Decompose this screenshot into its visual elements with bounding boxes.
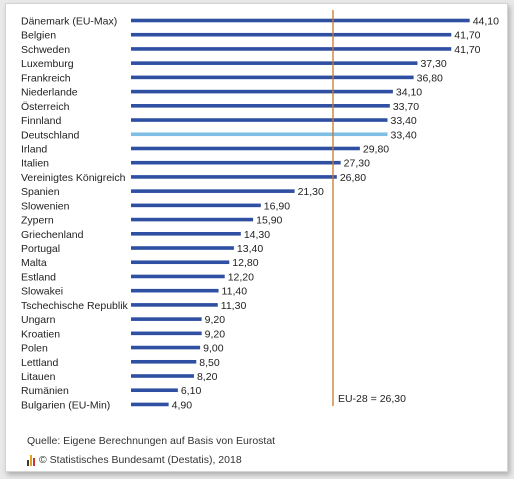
category-label: Estland	[21, 271, 56, 283]
value-label: 41,70	[454, 44, 480, 56]
bar	[131, 61, 418, 65]
category-label: Tschechische Republik	[21, 300, 129, 312]
category-label: Kroatien	[21, 328, 60, 340]
category-label: Portugal	[21, 243, 60, 255]
value-label: 33,70	[393, 101, 419, 113]
bar	[131, 274, 225, 279]
value-label: 41,70	[454, 30, 480, 42]
destatis-logo-icon	[27, 454, 35, 466]
value-label: 9,20	[205, 328, 226, 340]
category-label: Ungarn	[21, 314, 56, 326]
value-label: 12,80	[232, 257, 258, 269]
bar	[131, 402, 169, 407]
value-label: 11,40	[222, 286, 248, 298]
category-label: Zypern	[21, 215, 54, 227]
category-label: Frankreich	[21, 72, 71, 84]
bar	[131, 317, 202, 321]
copyright-line: © Statistisches Bundesamt (Destatis), 20…	[27, 454, 242, 466]
category-label: Malta	[21, 257, 47, 269]
bar	[131, 345, 201, 350]
category-label: Irland	[21, 143, 47, 155]
category-label: Griechenland	[21, 229, 84, 241]
value-label: 6,10	[181, 385, 202, 397]
bar	[131, 359, 197, 364]
category-label: Italien	[21, 158, 49, 170]
bar	[131, 18, 470, 23]
bar	[131, 331, 202, 336]
chart-card: Dänemark (EU-Max) 44,10 Belgien 41,70 Schwed…	[5, 3, 508, 472]
bar	[131, 288, 219, 293]
bar	[131, 217, 254, 222]
bar	[131, 232, 241, 236]
bar	[131, 75, 414, 80]
value-label: 13,40	[237, 243, 263, 255]
source-note: Quelle: Eigene Berechnungen auf Basis vo…	[27, 435, 276, 447]
bar	[131, 175, 337, 179]
value-label: 15,90	[256, 215, 282, 227]
category-label: Rumänien	[21, 385, 69, 397]
bar	[131, 104, 390, 108]
category-label: Vereinigtes Königreich	[21, 172, 126, 184]
value-label: 27,30	[344, 158, 370, 170]
bar	[131, 303, 218, 307]
bar-highlight	[131, 132, 388, 137]
value-label: 36,80	[417, 72, 443, 84]
value-label: 14,30	[244, 229, 270, 241]
bar	[131, 32, 452, 37]
bar	[131, 246, 234, 250]
bar	[131, 374, 194, 378]
value-label: 33,40	[391, 115, 417, 127]
category-label: Bulgarien (EU-Min)	[21, 399, 110, 411]
bar-chart: Dänemark (EU-Max) 44,10 Belgien 41,70 Schwed…	[21, 10, 499, 411]
bar	[131, 146, 360, 151]
category-label: Belgien	[21, 30, 56, 42]
value-label: 29,80	[363, 143, 389, 155]
value-label: 9,20	[205, 314, 226, 326]
value-label: 11,30	[221, 300, 247, 312]
category-label: Finnland	[21, 115, 61, 127]
category-label: Niederlande	[21, 87, 78, 99]
value-label: 34,10	[396, 87, 422, 99]
category-label: Slowenien	[21, 200, 70, 212]
bar	[131, 47, 452, 51]
category-label: Slowakei	[21, 286, 63, 298]
category-label: Schweden	[21, 44, 70, 56]
value-label: 33,40	[391, 129, 417, 141]
category-label: Luxemburg	[21, 58, 74, 70]
category-label: Österreich	[21, 101, 70, 113]
category-label: Litauen	[21, 371, 56, 383]
category-label: Deutschland	[21, 129, 80, 141]
value-label: 12,20	[228, 271, 254, 283]
value-label: 21,30	[298, 186, 324, 198]
bar	[131, 89, 393, 94]
value-label: 8,20	[197, 371, 218, 383]
bar	[131, 260, 230, 265]
category-label: Polen	[21, 343, 48, 355]
bar	[131, 388, 178, 393]
bar	[131, 118, 388, 122]
bar	[131, 160, 341, 165]
value-label: 44,10	[473, 16, 499, 28]
reference-line-label: EU-28 = 26,30	[338, 393, 406, 405]
value-label: 26,80	[340, 172, 366, 184]
value-label: 8,50	[199, 357, 220, 369]
category-label: Dänemark (EU-Max)	[21, 16, 117, 28]
value-label: 4,90	[172, 399, 193, 411]
category-label: Lettland	[21, 357, 59, 369]
bar	[131, 189, 295, 193]
value-label: 9,00	[203, 343, 224, 355]
category-label: Spanien	[21, 186, 60, 198]
copyright-text: © Statistisches Bundesamt (Destatis), 20…	[39, 454, 242, 466]
value-label: 37,30	[420, 58, 446, 70]
value-label: 16,90	[264, 200, 290, 212]
bar	[131, 203, 261, 208]
